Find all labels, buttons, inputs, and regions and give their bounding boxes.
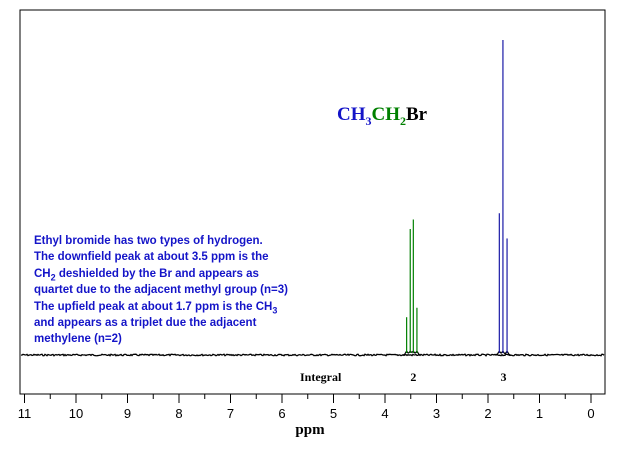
x-axis-label: ppm bbox=[295, 422, 325, 438]
description-annotation: Ethyl bromide has two types of hydrogen.… bbox=[34, 233, 364, 348]
spectrum-baseline bbox=[20, 350, 605, 357]
formula-ch3: CH3 bbox=[337, 104, 372, 128]
description-line: methylene (n=2) bbox=[34, 333, 122, 346]
description-line: The downfield peak at about 3.5 ppm is t… bbox=[34, 251, 269, 264]
integral-label: Integral bbox=[300, 370, 342, 384]
x-tick-label: 6 bbox=[278, 406, 285, 421]
x-tick-label: 9 bbox=[124, 406, 131, 421]
molecule-formula: CH3CH2Br bbox=[337, 104, 427, 129]
description-line: The upfield peak at about 1.7 ppm is the… bbox=[34, 300, 278, 315]
x-tick-label: 3 bbox=[433, 406, 440, 421]
description-line: Ethyl bromide has two types of hydrogen. bbox=[34, 235, 263, 247]
spectrum-peaks bbox=[406, 40, 508, 353]
integral-value: 3 bbox=[500, 370, 506, 384]
multiplet-foot bbox=[402, 350, 421, 356]
x-tick-label: 5 bbox=[330, 406, 337, 421]
baseline-noise bbox=[20, 353, 605, 357]
x-tick-label: 8 bbox=[175, 406, 182, 421]
description-line: CH2 deshielded by the Br and appears as bbox=[34, 267, 259, 283]
x-tick-label: 11 bbox=[18, 406, 32, 421]
x-tick-label: 4 bbox=[381, 406, 388, 421]
formula-br: Br bbox=[406, 104, 428, 125]
description-line: and appears as a triplet due the adjacen… bbox=[34, 317, 257, 330]
integral-value: 2 bbox=[410, 370, 416, 384]
x-tick-label: 7 bbox=[227, 406, 234, 421]
x-tick-label: 10 bbox=[69, 406, 83, 421]
x-tick-label: 2 bbox=[484, 406, 491, 421]
description-line: quartet due to the adjacent methyl group… bbox=[34, 284, 288, 297]
x-tick-label: 0 bbox=[587, 406, 594, 421]
x-axis-tick-labels: 11 10 9 8 7 6 5 4 3 2 1 0 bbox=[18, 406, 595, 421]
x-tick-label: 1 bbox=[536, 406, 543, 421]
x-axis-ticks bbox=[24, 394, 592, 403]
formula-ch2: CH2 bbox=[371, 104, 407, 128]
